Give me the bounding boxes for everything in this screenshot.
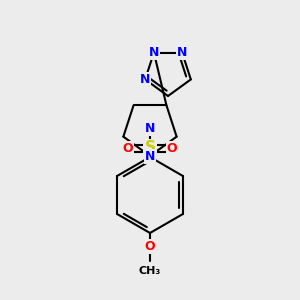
Text: N: N [145, 149, 155, 163]
Text: CH₃: CH₃ [139, 266, 161, 276]
Text: O: O [123, 142, 133, 154]
Text: N: N [177, 46, 187, 59]
Text: O: O [145, 239, 155, 253]
Text: N: N [145, 122, 155, 134]
Text: N: N [149, 46, 159, 59]
Text: O: O [167, 142, 177, 154]
Text: S: S [145, 140, 155, 155]
Text: N: N [140, 73, 150, 86]
